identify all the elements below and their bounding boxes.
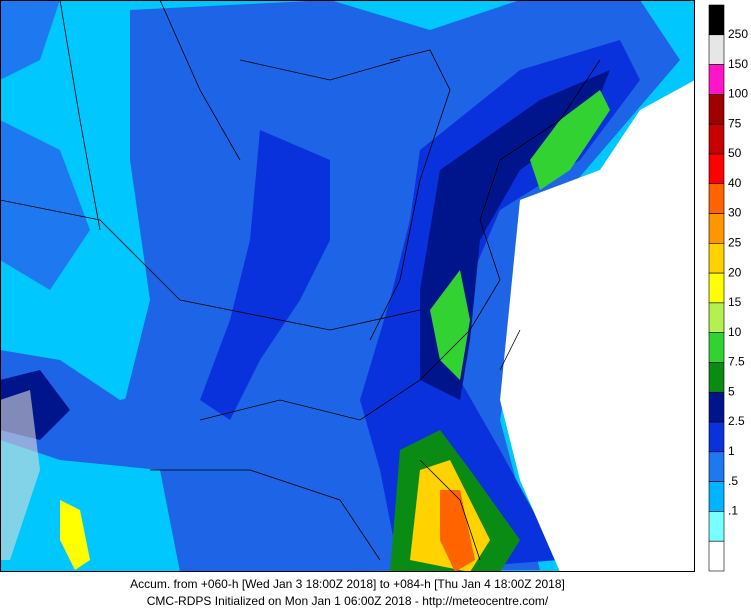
legend-swatch: [708, 391, 725, 423]
legend-label: 7.5: [728, 355, 745, 369]
legend-swatch: [708, 34, 725, 65]
legend-swatch: [708, 481, 725, 512]
legend-label: 25: [728, 235, 742, 249]
precip-area: [200, 130, 330, 420]
map: 250 150 100 75 50 40 30 25 20 15 10 7.5 5 2.5 1 .5 .1: [0, 0, 748, 572]
borders: [0, 0, 601, 561]
legend-label: 50: [728, 146, 742, 160]
legend-swatch: [708, 302, 725, 333]
legend-swatch: [708, 540, 725, 572]
caption-line: CMC-RDPS Initialized on Mon Jan 1 06:00Z…: [146, 594, 549, 608]
legend-swatch: [708, 362, 725, 393]
legend-swatch: [708, 64, 725, 95]
precip-area: [440, 490, 475, 572]
legend-swatch: [708, 4, 725, 36]
legend-label: 75: [728, 116, 742, 130]
legend-label: 150: [728, 57, 748, 71]
legend-swatch: [708, 243, 725, 274]
legend-label: 10: [728, 325, 742, 339]
legend-label: 100: [728, 87, 748, 101]
legend-label: 20: [728, 265, 742, 279]
legend-swatch: [708, 94, 725, 125]
legend-label: 5: [728, 384, 735, 398]
legend-label: 1: [728, 444, 735, 458]
legend-swatch: [708, 123, 725, 155]
caption-line: Accum. from +060-h [Wed Jan 3 18:00Z 201…: [130, 577, 565, 591]
legend-label: 2.5: [728, 414, 745, 428]
legend-swatch: [708, 183, 725, 214]
legend-swatch: [708, 213, 725, 244]
legend: 250 150 100 75 50 40 30 25 20 15 10 7.5 5 2.5 1 .5 .1: [708, 4, 748, 572]
legend-label: 250: [728, 27, 748, 41]
map-frame: [0, 0, 695, 572]
legend-label: .1: [728, 504, 738, 518]
precip-area: [430, 270, 470, 380]
legend-label: 40: [728, 176, 742, 190]
legend-swatch: [708, 153, 725, 185]
legend-swatch: [708, 421, 725, 453]
legend-label: .5: [728, 474, 738, 488]
legend-swatch: [708, 272, 725, 304]
precip-area: [530, 90, 610, 190]
legend-swatch: [708, 511, 725, 542]
precip-area: [60, 500, 90, 570]
precip-area: [0, 350, 220, 470]
legend-label: 15: [728, 295, 742, 309]
ocean-no-precip: [500, 80, 695, 572]
land-mask: [0, 390, 40, 560]
legend-swatch: [708, 332, 725, 363]
precip-area: [0, 0, 60, 80]
precip-area: [0, 120, 90, 290]
legend-label: 30: [728, 206, 742, 220]
legend-swatch: [708, 451, 725, 482]
